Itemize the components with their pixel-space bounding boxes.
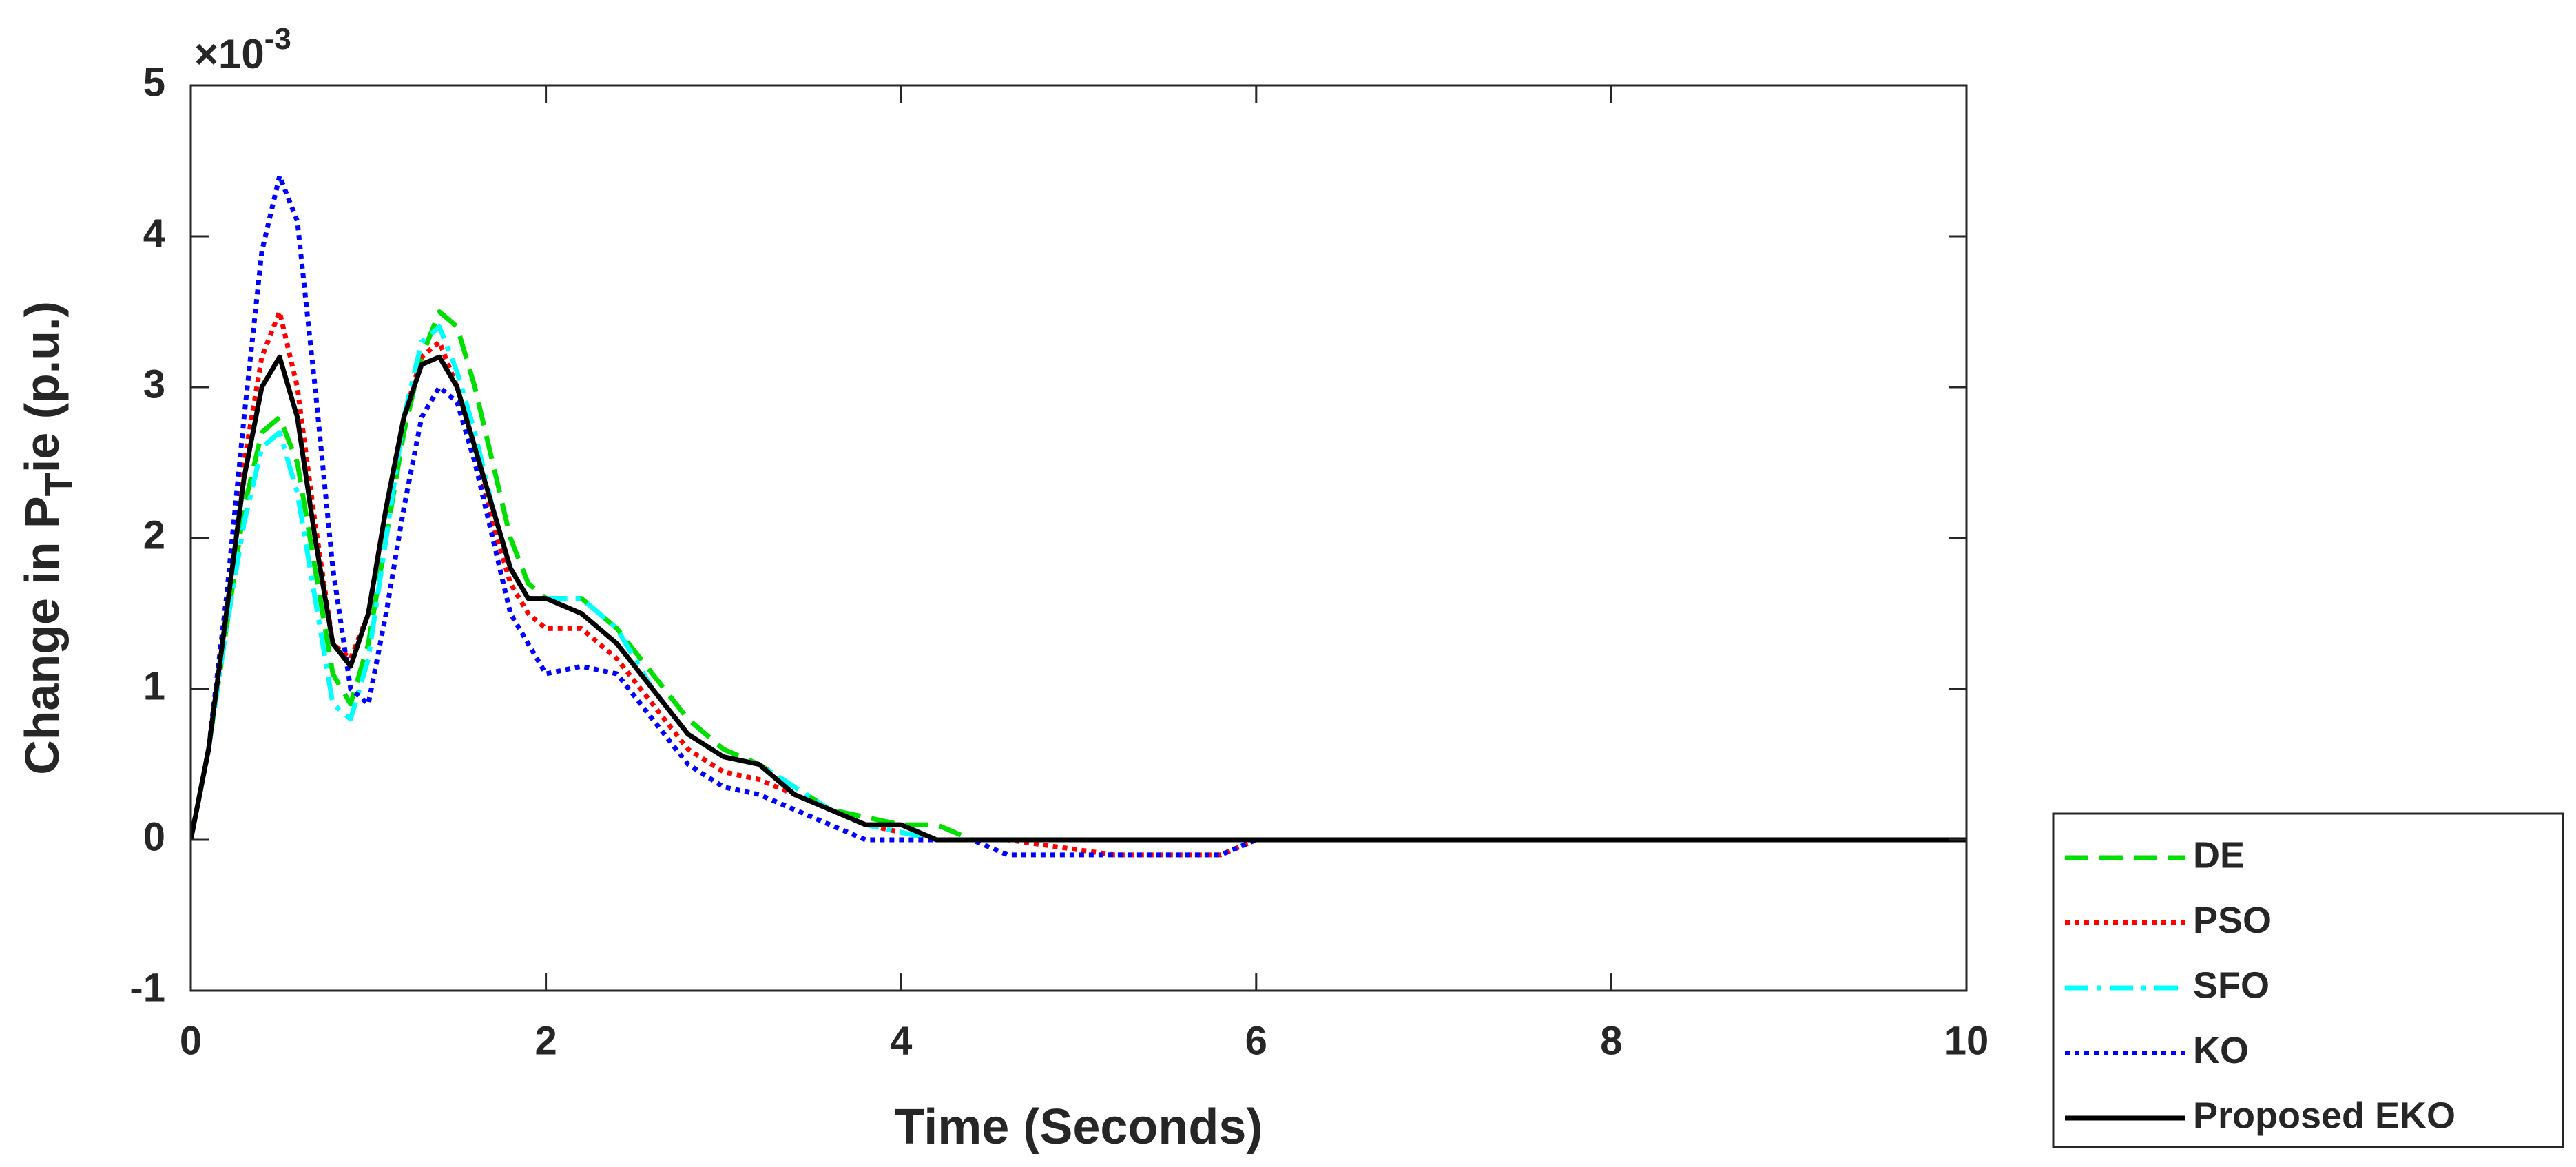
y-tick-label: 1 — [143, 663, 165, 708]
y-label-subscript: T — [37, 473, 80, 496]
x-axis-label: Time (Seconds) — [895, 1099, 1263, 1155]
y-exponent-base: ×10 — [194, 31, 264, 77]
plot-lines — [191, 173, 1966, 858]
legend-label: DE — [2193, 834, 2245, 876]
y-exponent-power: -3 — [264, 22, 291, 56]
y-axis-label: Change in PTie (p.u.) — [15, 301, 79, 775]
x-tick-label: 4 — [890, 1018, 912, 1063]
legend-label: KO — [2193, 1030, 2249, 1071]
x-tick-label: 10 — [1944, 1018, 1989, 1063]
series-line — [191, 309, 1966, 843]
legend-label: Proposed EKO — [2193, 1095, 2455, 1136]
series-line — [191, 354, 1966, 843]
legend-label: SFO — [2193, 964, 2269, 1006]
y-tick-label: 2 — [143, 513, 165, 557]
plot-area — [191, 85, 1966, 991]
y-tick-label: 5 — [143, 60, 165, 105]
y-tick-label: 3 — [143, 362, 165, 406]
y-tick-label: 4 — [143, 211, 165, 256]
y-exponent: ×10-3 — [194, 22, 291, 77]
y-tick-label: 0 — [143, 814, 165, 859]
legend — [2052, 812, 2564, 1148]
legend-label: PSO — [2193, 900, 2272, 941]
x-tick-label: 8 — [1600, 1018, 1622, 1063]
x-tick-label: 6 — [1245, 1018, 1267, 1063]
x-tick-label: 2 — [534, 1018, 557, 1063]
x-tick-label: 0 — [180, 1018, 202, 1063]
y-label-part: ie (p.u.) — [15, 301, 69, 473]
y-tick-label: -1 — [129, 965, 165, 1010]
y-label-part: Change in P — [15, 496, 69, 774]
